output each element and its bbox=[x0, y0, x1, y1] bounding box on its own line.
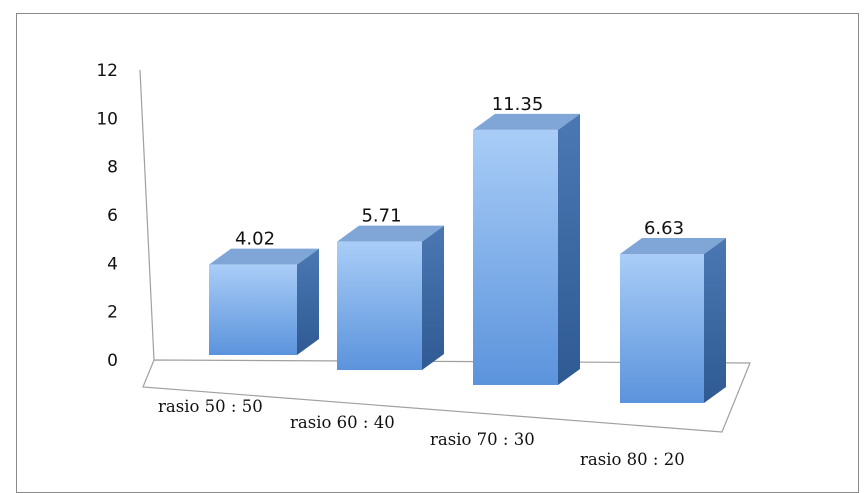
y-axis-line bbox=[139, 69, 155, 361]
bar-top bbox=[620, 237, 726, 254]
data-label: 6.63 bbox=[644, 218, 684, 239]
bar[interactable] bbox=[620, 253, 704, 403]
y-tick-label: 10 bbox=[96, 109, 118, 129]
bar-top bbox=[473, 113, 580, 130]
category-label: rasio 80 : 20 bbox=[580, 450, 685, 469]
y-tick-label: 4 bbox=[107, 254, 118, 274]
data-label: 5.71 bbox=[361, 206, 401, 227]
bar[interactable] bbox=[473, 129, 558, 385]
category-label: rasio 70 : 30 bbox=[430, 430, 535, 449]
y-tick-label: 0 bbox=[107, 351, 118, 371]
y-tick-label: 2 bbox=[107, 303, 118, 323]
bar-top bbox=[209, 248, 319, 265]
bar-side bbox=[558, 113, 580, 385]
category-label: rasio 50 : 50 bbox=[158, 397, 263, 416]
data-label: 4.02 bbox=[235, 229, 275, 250]
data-label: 11.35 bbox=[492, 94, 544, 115]
bar-side bbox=[297, 248, 319, 355]
bar-side bbox=[704, 237, 726, 403]
bar[interactable] bbox=[209, 264, 297, 355]
bar-top bbox=[337, 225, 444, 242]
y-tick-label: 12 bbox=[96, 61, 118, 81]
bar[interactable] bbox=[337, 241, 422, 370]
y-tick-label: 6 bbox=[107, 206, 118, 226]
category-label: rasio 60 : 40 bbox=[290, 413, 395, 432]
bar-side bbox=[422, 225, 444, 370]
y-tick-label: 8 bbox=[107, 158, 118, 178]
